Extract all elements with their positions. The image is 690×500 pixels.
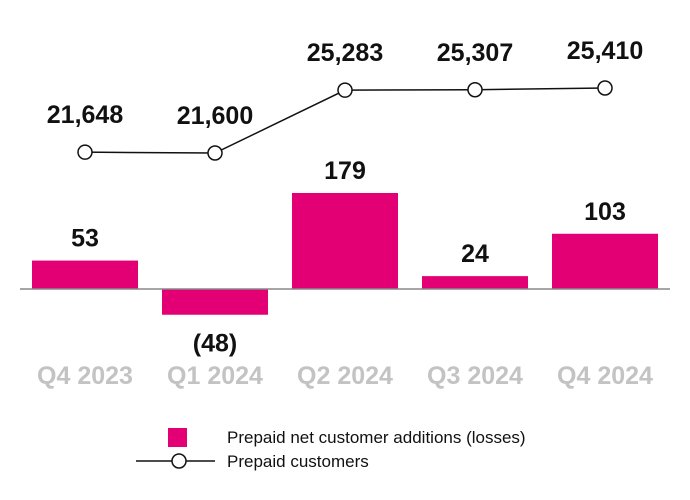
- x-tick-label: Q3 2024: [427, 362, 523, 390]
- line-point-marker: [337, 82, 353, 98]
- x-axis-ticks: Q4 2023 Q1 2024 Q2 2024 Q3 2024 Q4 2024: [37, 362, 653, 390]
- bar-q1-2024: [162, 289, 268, 315]
- x-tick-label: Q4 2024: [557, 362, 653, 390]
- legend-line-marker-icon: [171, 453, 187, 469]
- bar-value-labels: 53 (48) 179 24 103: [71, 157, 626, 358]
- legend-label-bar: Prepaid net customer additions (losses): [227, 428, 526, 447]
- x-tick-label: Q1 2024: [167, 362, 263, 390]
- legend-label-line: Prepaid customers: [227, 452, 369, 471]
- line-value-label: 21,600: [177, 102, 253, 130]
- x-tick-label: Q2 2024: [297, 362, 393, 390]
- line-point-marker: [597, 80, 613, 96]
- line-point-marker: [77, 144, 93, 160]
- bar-value-label: 179: [324, 157, 366, 185]
- bar-series: [32, 193, 658, 315]
- line-series: [77, 80, 613, 161]
- bar-value-label: 103: [584, 198, 626, 226]
- bar-q2-2024: [292, 193, 398, 289]
- line-value-labels: 21,648 21,600 25,283 25,307 25,410: [47, 37, 643, 130]
- line-value-label: 25,283: [307, 39, 383, 67]
- legend-bar-swatch: [168, 428, 187, 447]
- line-point-marker: [207, 145, 223, 161]
- bar-value-label: 24: [461, 240, 489, 268]
- bar-value-label: 53: [71, 225, 99, 253]
- bar-q4-2023: [32, 260, 138, 289]
- x-tick-label: Q4 2023: [37, 362, 133, 390]
- bar-q4-2024: [552, 233, 658, 289]
- line-value-label: 21,648: [47, 101, 124, 129]
- line-point-marker: [467, 82, 483, 98]
- bar-q3-2024: [422, 276, 528, 289]
- bar-value-label: (48): [193, 330, 237, 358]
- line-value-label: 25,410: [567, 37, 643, 65]
- legend: Prepaid net customer additions (losses) …: [136, 428, 526, 471]
- line-value-label: 25,307: [437, 39, 513, 67]
